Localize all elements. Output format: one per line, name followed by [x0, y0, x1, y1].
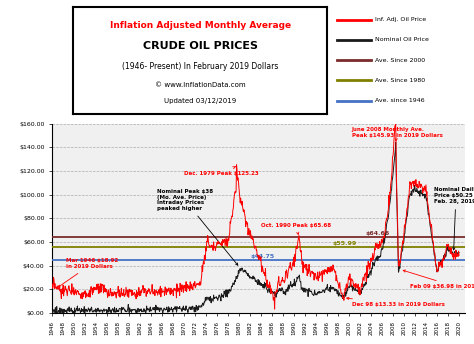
Text: Ave. Since 1980: Ave. Since 1980: [375, 78, 425, 83]
Text: Dec. 1979 Peak $125.23: Dec. 1979 Peak $125.23: [184, 166, 259, 176]
Text: © www.InflationData.com: © www.InflationData.com: [155, 82, 246, 88]
Text: June 2008 Monthly Ave.
Peak $145.93 in 2019 Dollars: June 2008 Monthly Ave. Peak $145.93 in 2…: [352, 127, 443, 141]
Text: Nominal Daily
Price $50.25
Feb. 28, 2019: Nominal Daily Price $50.25 Feb. 28, 2019: [434, 187, 474, 250]
Text: Oct. 1990 Peak $65.68: Oct. 1990 Peak $65.68: [261, 223, 331, 235]
Text: Inflation Adjusted Monthly Average: Inflation Adjusted Monthly Average: [109, 21, 291, 30]
Text: Dec 98 $13.33 in 2019 Dollars: Dec 98 $13.33 in 2019 Dollars: [346, 297, 445, 307]
Text: Updated 03/12/2019: Updated 03/12/2019: [164, 98, 237, 104]
Text: Nominal Peak $38
(Mo. Ave. Price)
Intraday Prices
peaked higher: Nominal Peak $38 (Mo. Ave. Price) Intrad…: [156, 189, 238, 265]
Text: Ave. Since 2000: Ave. Since 2000: [375, 58, 425, 63]
Text: Ave. since 1946: Ave. since 1946: [375, 98, 425, 103]
Text: Mar 1946 $18.92
in 2019 Dollars: Mar 1946 $18.92 in 2019 Dollars: [58, 258, 118, 287]
Text: (1946- Present) In February 2019 Dollars: (1946- Present) In February 2019 Dollars: [122, 62, 278, 71]
Text: CRUDE OIL PRICES: CRUDE OIL PRICES: [143, 41, 258, 51]
Text: $55.99: $55.99: [333, 241, 357, 246]
Text: Inf. Adj. Oil Price: Inf. Adj. Oil Price: [375, 17, 426, 22]
Text: $64.66: $64.66: [365, 231, 390, 236]
Text: $44.75: $44.75: [250, 254, 274, 259]
Text: Nominal Oil Price: Nominal Oil Price: [375, 37, 429, 42]
Text: Feb 09 $36.98 in 2019 Dollars: Feb 09 $36.98 in 2019 Dollars: [403, 270, 474, 289]
